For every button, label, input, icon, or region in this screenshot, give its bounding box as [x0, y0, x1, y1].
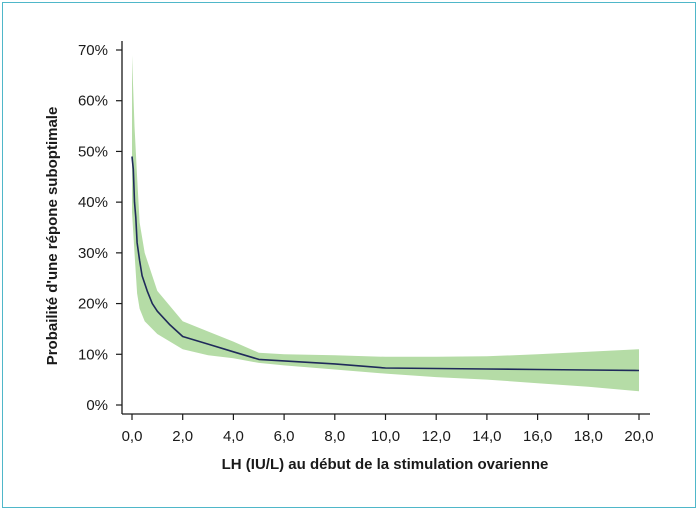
y-tick-label: 30%: [78, 245, 108, 262]
estimate-line-layer: [131, 156, 640, 372]
x-tick-label: 4,0: [223, 428, 244, 445]
y-axis-title: Probailité d'une répone suboptimale: [44, 107, 61, 366]
figure-frame: [2, 2, 696, 508]
y-tick-label: 60%: [78, 93, 108, 110]
x-axis-title: LH (IU/L) au début de la stimulation ova…: [222, 456, 549, 473]
x-tick-label: 10,0: [371, 428, 400, 445]
x-ticks: 0,0 2,0 4,0 6,0 8,0 10,0 12,0 14,0 16,0 18,0 20,0: [122, 414, 654, 445]
x-tick-label: 14,0: [472, 428, 501, 445]
y-tick-label: 20%: [78, 296, 108, 313]
y-tick-label: 40%: [78, 194, 108, 211]
estimate-line: [131, 156, 640, 372]
confidence-band: [132, 55, 639, 392]
confidence-band-layer: [132, 55, 639, 392]
x-tick-label: 0,0: [122, 428, 143, 445]
y-tick-label: 70%: [78, 42, 108, 59]
x-tick-label: 18,0: [574, 428, 603, 445]
x-tick-label: 6,0: [274, 428, 295, 445]
x-tick-label: 16,0: [523, 428, 552, 445]
x-tick-label: 20,0: [624, 428, 653, 445]
y-tick-label: 10%: [78, 346, 108, 363]
y-tick-label: 50%: [78, 143, 108, 160]
x-tick-label: 2,0: [172, 428, 193, 445]
x-tick-label: 12,0: [422, 428, 451, 445]
y-tick-label: 0%: [86, 397, 108, 414]
y-ticks: 0% 10% 20% 30% 40% 50% 60% 70%: [78, 42, 122, 414]
x-tick-label: 8,0: [324, 428, 345, 445]
